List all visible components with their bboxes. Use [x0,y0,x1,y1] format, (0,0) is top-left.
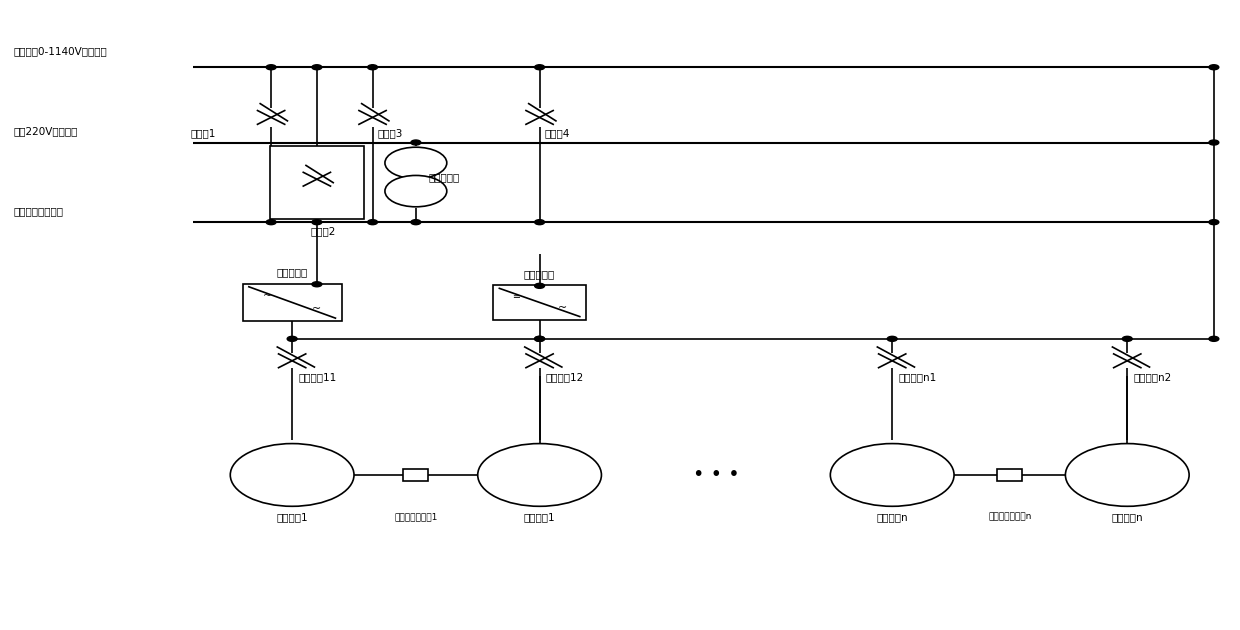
Circle shape [534,65,544,70]
Text: 单相220V电源母线: 单相220V电源母线 [14,126,78,136]
Text: 可调三相0-1140V电源母线: 可调三相0-1140V电源母线 [14,46,108,56]
Text: ~: ~ [558,303,568,313]
Circle shape [367,220,377,225]
Circle shape [312,65,322,70]
Text: 陪试电机1: 陪试电机1 [277,513,308,522]
Bar [494,285,587,319]
Circle shape [1209,65,1219,70]
Text: 马达开关12: 马达开关12 [546,372,584,382]
Text: 陪试电机n: 陪试电机n [877,513,908,522]
Bar [997,469,1022,481]
Circle shape [477,444,601,507]
Circle shape [831,444,954,507]
Circle shape [1122,336,1132,341]
Bar [403,469,428,481]
Bar [243,284,342,321]
Text: 单相变压器: 单相变压器 [428,172,460,182]
Text: 回馈电机n: 回馈电机n [1111,513,1143,522]
Circle shape [384,175,446,207]
Text: 断路器3: 断路器3 [377,128,403,138]
Circle shape [312,282,322,287]
Circle shape [534,336,544,341]
Text: 马达开关n2: 马达开关n2 [1133,372,1172,382]
Circle shape [410,220,420,225]
Text: 转矩转速传感器n: 转矩转速传感器n [988,513,1032,522]
Circle shape [888,336,897,341]
Text: 直流回馈公共母线: 直流回馈公共母线 [14,206,63,216]
Circle shape [231,444,353,507]
Circle shape [534,336,544,341]
Circle shape [367,65,377,70]
Text: 转矩转速传感器1: 转矩转速传感器1 [394,513,438,522]
Text: 回馈电机1: 回馈电机1 [523,513,556,522]
Text: 断路器1: 断路器1 [191,128,216,138]
Circle shape [267,220,277,225]
Text: 断路器2: 断路器2 [311,227,336,236]
Text: 马达开关11: 马达开关11 [299,372,336,382]
Text: 被试变频器: 被试变频器 [277,267,308,277]
Text: 断路器4: 断路器4 [544,128,570,138]
Circle shape [1209,140,1219,145]
Circle shape [1209,220,1219,225]
Circle shape [1209,336,1219,341]
Text: 马达开关n1: 马达开关n1 [898,372,936,382]
Circle shape [534,284,544,289]
Circle shape [312,220,322,225]
Circle shape [288,336,298,341]
Circle shape [1065,444,1189,507]
Circle shape [410,140,420,145]
Circle shape [384,147,446,178]
Circle shape [534,220,544,225]
Text: 陪试变频器: 陪试变频器 [525,269,556,279]
Text: ═: ═ [513,292,520,302]
Text: ~: ~ [312,304,321,314]
Text: ~: ~ [263,291,272,301]
Text: • • •: • • • [693,466,740,484]
Circle shape [267,65,277,70]
Bar [270,146,363,219]
